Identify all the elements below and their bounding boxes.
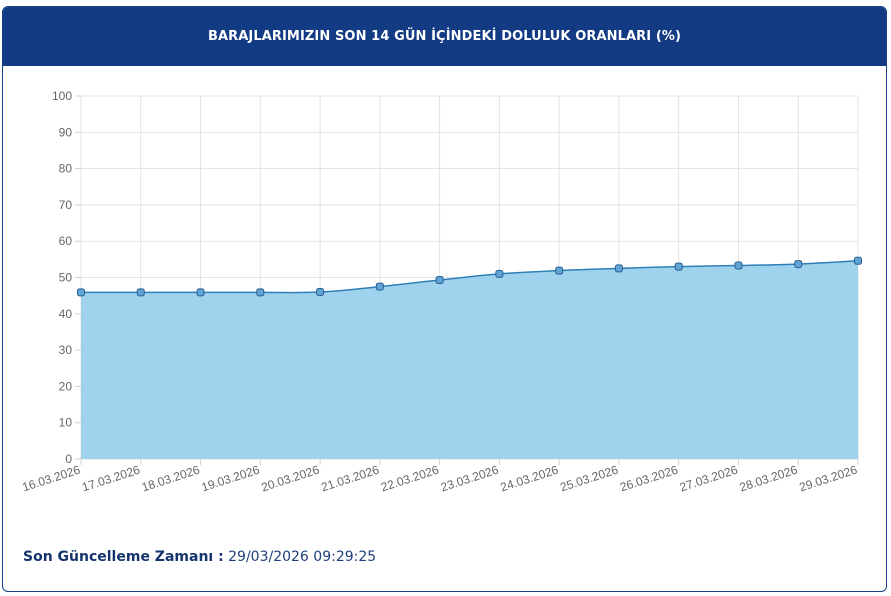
- data-point: [674, 262, 683, 271]
- y-tick-label: 100: [52, 89, 72, 103]
- last-update-label: Son Güncelleme Zamanı :: [23, 549, 224, 565]
- x-tick-label: 17.03.2026: [80, 462, 142, 494]
- x-tick-label: 21.03.2026: [319, 462, 381, 494]
- data-point: [316, 288, 325, 297]
- data-point: [734, 261, 743, 270]
- y-tick-label: 70: [59, 198, 73, 212]
- data-point: [196, 288, 205, 297]
- x-axis: 16.03.202617.03.202618.03.202619.03.2026…: [20, 459, 859, 494]
- x-tick-label: 16.03.2026: [20, 462, 82, 494]
- x-tick-label: 27.03.2026: [678, 462, 740, 494]
- y-tick-label: 50: [59, 271, 73, 285]
- y-tick-label: 30: [59, 343, 73, 357]
- chart-marks: [77, 256, 862, 297]
- data-point: [256, 288, 265, 297]
- data-point: [375, 282, 384, 291]
- y-tick-label: 40: [59, 307, 73, 321]
- data-point: [435, 276, 444, 285]
- x-tick-label: 28.03.2026: [738, 462, 800, 494]
- y-tick-label: 60: [59, 234, 73, 248]
- y-tick-label: 90: [59, 125, 73, 139]
- x-tick-label: 20.03.2026: [260, 462, 322, 494]
- series-area-fill: [81, 260, 858, 459]
- card-header: BARAJLARIMIZIN SON 14 GÜN İÇİNDEKİ DOLUL…: [3, 7, 886, 66]
- y-tick-label: 80: [59, 162, 73, 176]
- series-line: [80, 260, 859, 294]
- x-tick-label: 18.03.2026: [140, 462, 202, 494]
- chart-title: BARAJLARIMIZIN SON 14 GÜN İÇİNDEKİ DOLUL…: [207, 29, 682, 44]
- x-tick-label: 24.03.2026: [499, 462, 561, 494]
- x-tick-label: 26.03.2026: [618, 462, 680, 494]
- data-point: [136, 288, 145, 297]
- last-update-value: 29/03/2026 09:29:25: [228, 549, 377, 565]
- chart-card: BARAJLARIMIZIN SON 14 GÜN İÇİNDEKİ DOLUL…: [2, 6, 887, 592]
- data-point: [77, 288, 85, 297]
- x-tick-label: 25.03.2026: [558, 462, 620, 494]
- x-tick-label: 22.03.2026: [379, 462, 441, 494]
- y-tick-label: 0: [65, 452, 72, 466]
- chart-area-layer: [80, 260, 859, 459]
- x-tick-label: 19.03.2026: [200, 462, 262, 494]
- data-point: [854, 256, 862, 265]
- data-point: [555, 266, 564, 275]
- last-update: Son Güncelleme Zamanı : 29/03/2026 09:29…: [23, 549, 376, 565]
- y-tick-label: 20: [59, 379, 73, 393]
- line-area-chart: 0 10 20 30 40 50 60 70 80 90 100 16.03.202617.03.2…: [20, 89, 862, 494]
- x-tick-label: 29.03.2026: [797, 462, 859, 494]
- y-tick-label: 10: [59, 416, 73, 430]
- y-axis: 0 10 20 30 40 50 60 70 80 90 100: [52, 89, 81, 466]
- data-point: [495, 269, 504, 278]
- data-point: [794, 260, 803, 269]
- data-point: [614, 264, 623, 273]
- x-tick-label: 23.03.2026: [439, 462, 501, 494]
